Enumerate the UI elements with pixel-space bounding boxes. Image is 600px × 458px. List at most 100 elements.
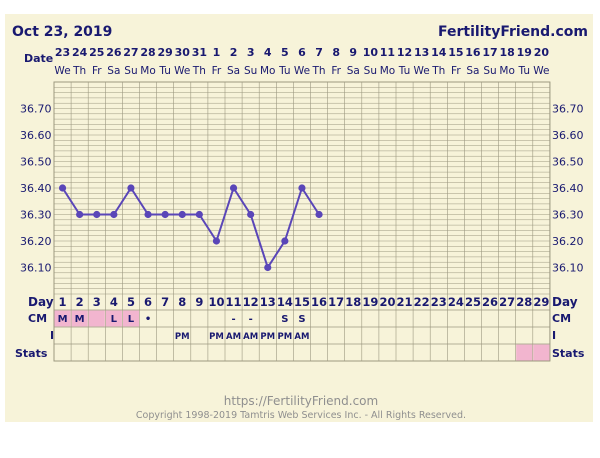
weekday-tick-label: Fr <box>212 65 222 77</box>
cm-entry: S <box>281 314 288 325</box>
weekday-tick-label: Fr <box>92 65 102 77</box>
cycle-day-label: 4 <box>110 295 118 309</box>
weekday-tick-label: Sa <box>227 65 240 77</box>
cycle-day-label: 6 <box>144 295 152 309</box>
date-tick-label: 8 <box>332 46 340 59</box>
y-tick-label-right: 36.40 <box>552 182 584 195</box>
date-tick-label: 3 <box>247 46 255 59</box>
temperature-point <box>110 210 118 219</box>
y-tick-label-left: 36.60 <box>20 129 52 142</box>
cycle-day-label: 1 <box>59 295 67 309</box>
date-tick-label: 31 <box>192 46 207 59</box>
stats-highlight-cell <box>516 344 533 361</box>
cycle-day-label: 10 <box>208 295 224 309</box>
cm-entry: L <box>128 314 135 325</box>
temperature-point <box>281 237 289 245</box>
intercourse-entry: PM <box>277 332 292 342</box>
cycle-day-label: 18 <box>345 295 361 309</box>
cm-entry: • <box>145 314 151 325</box>
footer-copyright: Copyright 1998-2019 Tamtris Web Services… <box>136 410 466 421</box>
cm-highlight-cell <box>122 310 139 327</box>
date-tick-label: 19 <box>517 46 532 59</box>
date-tick-label: 17 <box>482 46 497 59</box>
intercourse-entry: AM <box>226 332 241 342</box>
temperature-line-segment <box>215 187 235 242</box>
weekday-tick-label: Th <box>312 65 326 77</box>
intercourse-entry: AM <box>243 332 258 342</box>
weekday-tick-label: Th <box>431 65 445 77</box>
temperature-point <box>178 210 186 219</box>
weekday-tick-label: We <box>533 65 549 77</box>
temperature-point <box>229 184 238 192</box>
temperature-line-segment <box>113 187 132 216</box>
y-tick-label-right: 36.50 <box>552 156 584 169</box>
date-tick-label: 14 <box>431 46 447 59</box>
weekday-tick-label: Sa <box>466 65 479 77</box>
weekday-tick-label: Su <box>244 65 257 77</box>
weekday-tick-label: We <box>414 65 430 77</box>
intercourse-label-right: I <box>552 329 556 342</box>
cycle-day-label: 2 <box>76 295 84 309</box>
y-tick-label-left: 36.10 <box>20 262 52 275</box>
weekday-tick-label: Th <box>72 65 86 77</box>
date-tick-label: 20 <box>534 46 550 59</box>
cycle-day-label: 25 <box>465 295 481 309</box>
temperature-point <box>298 184 306 192</box>
temperature-point <box>161 210 169 219</box>
weekday-tick-label: We <box>54 65 70 77</box>
cycle-day-label: 13 <box>260 295 276 309</box>
temperature-line-segment <box>283 187 303 242</box>
cycle-day-label: 23 <box>431 295 447 309</box>
temperature-point <box>76 210 84 219</box>
y-tick-label-left: 36.30 <box>20 209 52 222</box>
cm-highlight-cell <box>54 310 71 327</box>
temperature-point <box>144 210 152 219</box>
date-tick-label: 10 <box>363 46 379 59</box>
weekday-tick-label: Mo <box>260 65 275 77</box>
date-tick-label: 4 <box>264 46 272 59</box>
cycle-day-label: 26 <box>482 295 498 309</box>
weekday-tick-label: Su <box>364 65 377 77</box>
date-tick-label: 25 <box>89 46 104 59</box>
temperature-point <box>212 237 221 245</box>
cycle-day-label: 7 <box>161 295 169 309</box>
temperature-line-segment <box>130 187 149 216</box>
date-tick-label: 26 <box>106 46 122 59</box>
stats-highlight-cell <box>533 344 550 361</box>
cycle-day-label: 8 <box>178 295 186 309</box>
cycle-day-label: 14 <box>277 295 293 309</box>
cycle-day-label: 28 <box>516 295 532 309</box>
cycle-day-label: 29 <box>533 295 549 309</box>
temperature-point <box>264 263 272 272</box>
weekday-row: We Th Fr Sa Su Mo Tu We Th Fr Sa Su Mo Tu We Th Fr Sa Su Mo… <box>54 65 549 77</box>
date-tick-label: 6 <box>298 46 306 59</box>
temperature-series <box>58 184 323 272</box>
cycle-day-label: 16 <box>311 295 327 309</box>
y-tick-label-right: 36.20 <box>552 235 584 248</box>
date-tick-label: 13 <box>414 46 429 59</box>
intercourse-entry: AM <box>294 332 309 342</box>
y-tick-label-right: 36.10 <box>552 262 584 275</box>
site-name[interactable]: FertilityFriend.com <box>438 24 588 40</box>
weekday-tick-label: We <box>294 65 310 77</box>
stats-label-right: Stats <box>552 347 585 360</box>
y-tick-label-left: 36.40 <box>20 182 52 195</box>
weekday-tick-label: Mo <box>380 65 395 77</box>
cm-highlight-cell <box>88 310 105 327</box>
date-tick-label: 2 <box>230 46 238 59</box>
footer-url[interactable]: https://FertilityFriend.com <box>224 394 378 408</box>
cycle-day-label: 5 <box>127 295 135 309</box>
date-tick-label: 12 <box>397 46 412 59</box>
weekday-tick-label: Sa <box>107 65 120 77</box>
y-axis-right: 36.70 36.60 36.50 36.40 36.30 36.20 36.10 <box>552 103 584 275</box>
intercourse-entry: PM <box>209 332 224 342</box>
bottom-rows: 1 2 3 4 5 6 7 8 9 10 11 12 13 14 15 16 17 18 19 20 21 22 23 24 2… <box>54 295 550 361</box>
weekday-tick-label: Tu <box>278 65 290 77</box>
cm-highlight-cell <box>105 310 122 327</box>
y-tick-label-left: 36.20 <box>20 235 52 248</box>
day-label-right: Day <box>552 295 578 309</box>
cycle-day-label: 19 <box>362 295 378 309</box>
temperature-point <box>315 210 323 219</box>
date-tick-label: 15 <box>448 46 463 59</box>
